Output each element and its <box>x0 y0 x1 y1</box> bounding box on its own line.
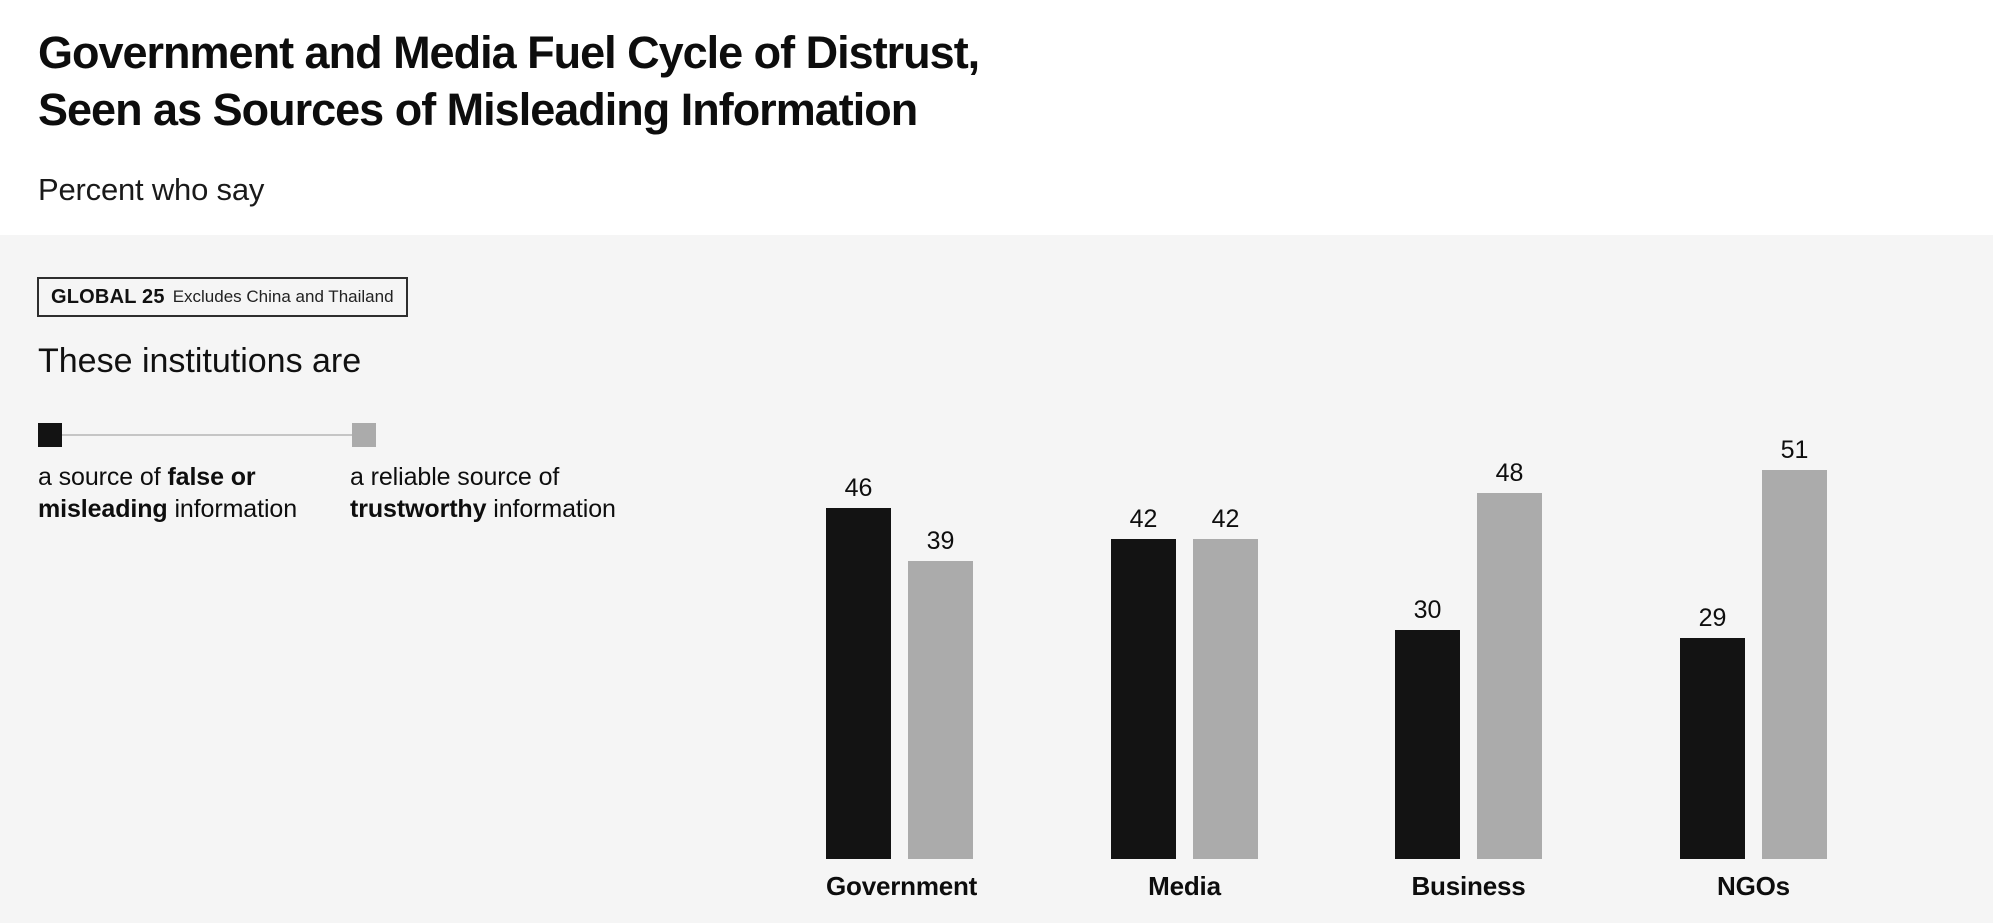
bar-value-label: 51 <box>1780 436 1809 464</box>
page-title-line-1: Government and Media Fuel Cycle of Distr… <box>38 27 980 78</box>
lede-text: These institutions are <box>38 342 362 380</box>
chart-group-media: 42 42 Media <box>1111 235 1258 901</box>
chart-group-government: 46 39 Government <box>826 235 977 901</box>
bar-misleading-business <box>1395 630 1460 859</box>
legend-connector-line <box>62 434 352 436</box>
bar-misleading-media <box>1111 539 1176 859</box>
bar-trustworthy-business <box>1477 493 1542 859</box>
bar-value-label: 42 <box>1211 505 1240 533</box>
bar-value-label: 42 <box>1129 505 1158 533</box>
page-title-line-2: Seen as Sources of Misleading Informatio… <box>38 84 918 135</box>
header-section: Government and Media Fuel Cycle of Distr… <box>0 0 1993 235</box>
page-title: Government and Media Fuel Cycle of Distr… <box>38 24 980 138</box>
page-subtitle: Percent who say <box>38 172 265 207</box>
bar-trustworthy-media <box>1193 539 1258 859</box>
chart-panel: GLOBAL 25 Excludes China and Thailand Th… <box>0 235 1993 923</box>
category-label-business: Business <box>1411 871 1526 901</box>
chart-group-ngos: 29 51 NGOs <box>1680 235 1827 901</box>
bar-value-label: 29 <box>1698 604 1727 632</box>
legend-label-trustworthy: a reliable source of trustworthy informat… <box>350 463 616 523</box>
category-label-ngos: NGOs <box>1717 871 1790 901</box>
bar-trustworthy-ngos <box>1762 470 1827 859</box>
chart-group-business: 30 48 Business <box>1395 235 1542 901</box>
bar-value-label: 46 <box>844 474 873 502</box>
global-tag-label: GLOBAL 25 <box>51 285 165 308</box>
bar-value-label: 39 <box>926 527 955 555</box>
category-label-media: Media <box>1148 871 1221 901</box>
category-label-government: Government <box>826 871 978 901</box>
global-tag-note: Excludes China and Thailand <box>172 287 394 306</box>
bar-misleading-ngos <box>1680 638 1745 859</box>
bar-trustworthy-government <box>908 561 973 859</box>
bar-chart: 46 39 Government 42 42 Media 30 48 Business 29 51 N… <box>0 235 1993 901</box>
legend-label-misleading: a source of false or misleading informati… <box>38 463 298 523</box>
bar-value-label: 30 <box>1413 596 1442 624</box>
gray-square-swatch-icon <box>352 423 376 447</box>
black-square-swatch-icon <box>38 423 62 447</box>
global-tag-box: GLOBAL 25 Excludes China and Thailand <box>37 277 408 317</box>
bar-misleading-government <box>826 508 891 859</box>
bar-value-label: 48 <box>1495 459 1524 487</box>
